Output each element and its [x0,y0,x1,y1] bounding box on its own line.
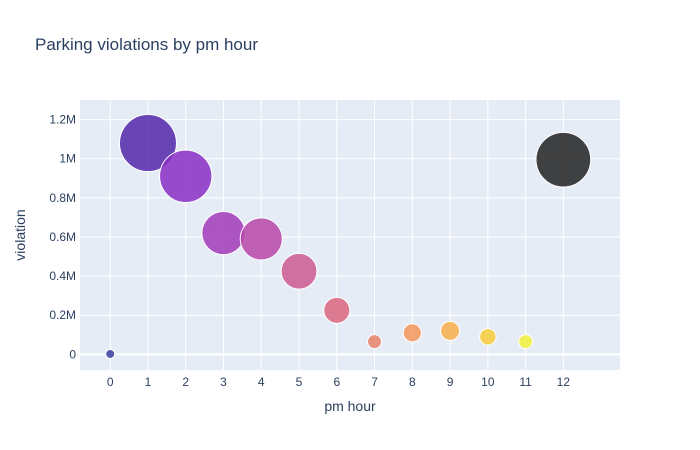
y-tick-label: 0.6M [49,230,76,244]
y-tick-label: 0.8M [49,191,76,205]
data-point [367,334,383,350]
data-point [159,149,213,203]
x-tick-label: 7 [371,375,378,389]
x-tick-label: 3 [220,375,227,389]
x-tick-label: 5 [296,375,303,389]
x-tick-label: 4 [258,375,265,389]
data-point [440,320,461,341]
chart-title: Parking violations by pm hour [35,35,258,54]
x-axis-title: pm hour [324,398,376,414]
x-tick-label: 8 [409,375,416,389]
data-point [201,210,246,256]
y-tick-label: 0 [69,347,76,361]
x-axis-ticks: 0 1 2 3 4 5 6 7 8 9 10 11 12 [107,375,570,389]
y-tick-label: 1M [59,152,76,166]
x-tick-label: 0 [107,375,114,389]
data-point [105,348,116,359]
data-point [518,334,534,350]
data-point [402,323,422,343]
x-tick-label: 12 [557,375,571,389]
x-tick-label: 1 [145,375,152,389]
data-point [323,296,351,324]
data-point [239,217,283,261]
x-tick-label: 10 [481,375,495,389]
data-point [118,114,177,173]
data-point [535,131,592,188]
y-axis-ticks: 0 0.2M 0.4M 0.6M 0.8M 1M 1.2M [49,113,76,362]
x-tick-label: 9 [447,375,454,389]
data-points [105,114,592,359]
y-axis-title: violation [12,209,28,260]
x-tick-label: 6 [333,375,340,389]
x-tick-label: 2 [182,375,189,389]
x-tick-label: 11 [519,375,532,389]
data-point [280,252,318,290]
data-point [479,328,497,346]
y-tick-label: 0.2M [49,308,76,322]
y-tick-label: 0.4M [49,269,76,283]
y-tick-label: 1.2M [49,113,76,127]
